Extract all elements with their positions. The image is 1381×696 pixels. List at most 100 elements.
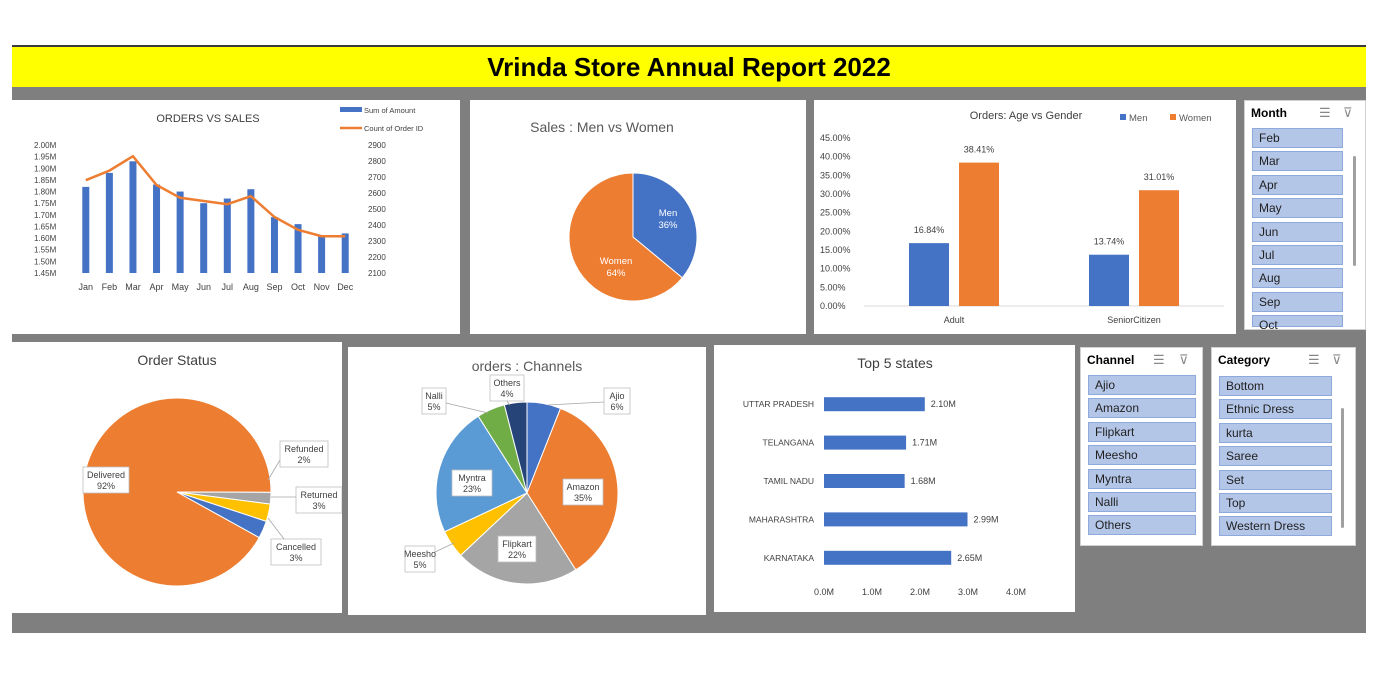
slicer-item-bottom[interactable]: Bottom xyxy=(1219,376,1332,396)
slicer-item-aug[interactable]: Aug xyxy=(1252,268,1343,289)
x-tick-label: 3.0M xyxy=(958,587,978,597)
multi-select-icon[interactable]: ☰ xyxy=(1319,105,1331,120)
legend-label: Sum of Amount xyxy=(364,106,416,115)
x-tick-label: Nov xyxy=(314,282,331,292)
channel-slicer-title: Channel xyxy=(1087,353,1135,367)
slicer-item-set[interactable]: Set xyxy=(1219,469,1332,490)
age-vs-gender-chart: Orders: Age vs Gender 0.00% 5.00% 10.00% 15.… xyxy=(820,110,1224,325)
y2-tick-label: 2500 xyxy=(368,205,386,214)
x-tick-label: Mar xyxy=(125,282,141,292)
y-tick-label: 1.70M xyxy=(34,211,57,220)
delivered-label: Delivered xyxy=(87,470,125,480)
amazon-pct: 35% xyxy=(574,493,592,503)
slicer-item-saree[interactable]: Saree xyxy=(1219,446,1332,467)
amazon-callout-box xyxy=(562,478,604,506)
x-tick-label: 0.0M xyxy=(814,587,834,597)
bar-oct xyxy=(294,224,302,273)
legend-label: Women xyxy=(1179,113,1212,124)
slicer-item-jul[interactable]: Jul xyxy=(1252,245,1343,265)
clear-filter-icon[interactable]: ⊽ xyxy=(1179,352,1189,367)
bar-karnataka xyxy=(824,550,952,565)
slicer-item-kurta[interactable]: kurta xyxy=(1219,422,1332,443)
y2-tick-label: 2600 xyxy=(368,189,386,198)
slicer-item-mar[interactable]: Mar xyxy=(1252,151,1343,172)
y-tick-label: 1.65M xyxy=(34,222,57,231)
amazon-label: Amazon xyxy=(566,482,599,492)
x-tick-label: 1.0M xyxy=(862,587,882,597)
x-tick-label: Aug xyxy=(243,282,259,292)
slicer-item-jun[interactable]: Jun xyxy=(1252,221,1343,242)
month-slicer-title: Month xyxy=(1251,106,1287,120)
y2-tick-label: 2900 xyxy=(368,141,386,150)
leader-cancelled xyxy=(267,517,285,540)
delivered-pct: 92% xyxy=(97,481,115,491)
bar-jan xyxy=(82,186,90,273)
x-tick-label: Feb xyxy=(102,282,118,292)
y-tick-label: 1.50M xyxy=(34,257,57,266)
top-states-card: Top 5 states UTTAR PRADESH 2.10M TELANGANA 1… xyxy=(714,345,1075,612)
y-tick-label: 1.80M xyxy=(34,188,57,197)
slicer-item-sep[interactable]: Sep xyxy=(1252,291,1343,312)
month-slicer[interactable]: Month ☰ ⊽ Feb Mar Apr May Jun Jul Aug Sep Oct xyxy=(1244,100,1366,332)
slicer-item-top[interactable]: Top xyxy=(1219,493,1332,513)
x-tick-label: SeniorCitizen xyxy=(1107,315,1161,325)
legend-swatch-sum-of-amount xyxy=(340,107,362,112)
slicer-item-amazon[interactable]: Amazon xyxy=(1088,398,1196,419)
y-tick-label: 35.00% xyxy=(820,170,851,180)
line-count-of-order-id xyxy=(85,154,346,238)
bar-sep xyxy=(270,217,278,273)
y2-tick-label: 2400 xyxy=(368,221,386,230)
x-tick-label: Jul xyxy=(222,282,234,292)
slicer-item-others[interactable]: Others xyxy=(1088,515,1196,536)
month-slicer-scrollbar[interactable] xyxy=(1353,156,1356,266)
sales-men-women-card: Sales : Men vs Women Men 36% Women 64% xyxy=(470,100,806,334)
slicer-item-flipkart[interactable]: Flipkart xyxy=(1088,421,1196,442)
os-slice-cancelled xyxy=(176,491,267,539)
x-tick-label: May xyxy=(172,282,190,292)
y-tick-label: 1.60M xyxy=(34,234,57,243)
slicer-item-western-dress[interactable]: Western Dress xyxy=(1219,516,1332,537)
ajio-pct: 6% xyxy=(610,402,623,412)
slicer-item-ethnic-dress[interactable]: Ethnic Dress xyxy=(1219,399,1332,420)
clear-filter-icon[interactable]: ⊽ xyxy=(1343,105,1353,120)
slicer-item-feb[interactable]: Feb xyxy=(1252,128,1343,148)
ajio-callout-box xyxy=(603,387,631,415)
y2-tick-label: 2200 xyxy=(368,253,386,262)
bar-mar xyxy=(129,161,137,273)
bar-seniorcitizen-men xyxy=(1089,254,1129,306)
category-slicer-scrollbar[interactable] xyxy=(1341,408,1344,528)
slicer-item-oct[interactable]: Oct xyxy=(1252,315,1343,332)
cancelled-label: Cancelled xyxy=(276,542,316,552)
flipkart-label: Flipkart xyxy=(502,539,532,549)
multi-select-icon[interactable]: ☰ xyxy=(1153,352,1165,367)
y-tick-label: 1.95M xyxy=(34,153,57,162)
myntra-pct: 23% xyxy=(463,484,481,494)
orders-vs-sales-card: ORDERS VS SALES 1.45M 1.50M 1.55M 1.60M 1.65M… xyxy=(12,100,460,334)
others-callout-box xyxy=(489,374,525,402)
slicer-item-may[interactable]: May xyxy=(1252,198,1343,219)
myntra-callout-box xyxy=(451,469,493,497)
ajio-label: Ajio xyxy=(609,391,624,401)
slicer-item-ajio[interactable]: Ajio xyxy=(1088,375,1196,395)
meesho-label: Meesho xyxy=(404,549,436,559)
slicer-item-nalli[interactable]: Nalli xyxy=(1088,492,1196,512)
bar-nov xyxy=(318,235,326,273)
slicer-item-myntra[interactable]: Myntra xyxy=(1088,468,1196,489)
bar-may xyxy=(176,191,184,273)
multi-select-icon[interactable]: ☰ xyxy=(1308,352,1320,367)
top-states-chart: Top 5 states UTTAR PRADESH 2.10M TELANGANA 1… xyxy=(743,355,1026,597)
clear-filter-icon[interactable]: ⊽ xyxy=(1332,352,1342,367)
category-slicer[interactable]: Category ☰ ⊽ Bottom Ethnic Dress kurta Sare… xyxy=(1211,347,1356,546)
myntra-label: Myntra xyxy=(458,473,486,483)
bar-adult-men xyxy=(909,243,949,306)
flipkart-pct: 22% xyxy=(508,550,526,560)
report-banner: Vrinda Store Annual Report 2022 xyxy=(12,47,1366,87)
y2-tick-label: 2800 xyxy=(368,157,386,166)
channel-slicer[interactable]: Channel ☰ ⊽ Ajio Amazon Flipkart Meesho Mynt… xyxy=(1080,347,1203,546)
bar-tamil-nadu xyxy=(824,474,905,488)
ch-slice-others xyxy=(503,401,528,494)
slicer-item-meesho[interactable]: Meesho xyxy=(1088,445,1196,466)
slicer-item-apr[interactable]: Apr xyxy=(1252,174,1343,195)
